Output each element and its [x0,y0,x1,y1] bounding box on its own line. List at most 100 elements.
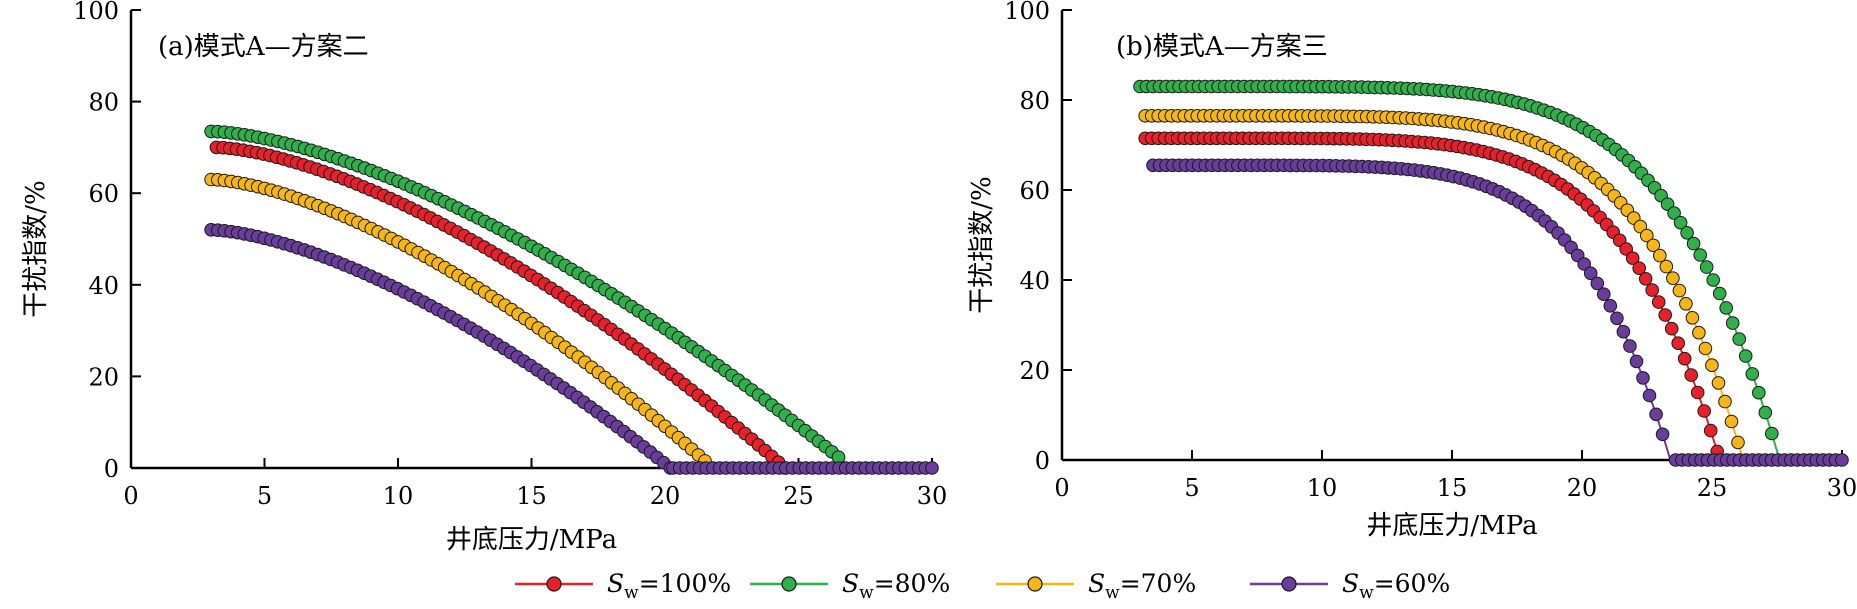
series-sw60 [1146,158,1672,461]
data-point [1731,435,1745,450]
data-point [1745,367,1760,381]
data-point [1706,273,1720,287]
x-tick-label: 25 [783,482,814,510]
data-point [1692,325,1706,340]
y-tick-label: 20 [88,363,119,391]
x-tick-label: 30 [917,482,948,510]
data-point [1724,414,1739,429]
panel-title: (a)模式A—方案二 [158,32,369,62]
legend-swatch-marker [781,576,797,592]
legend-label: Sw=80% [842,569,950,603]
series-sw100 [1138,131,1724,461]
legend-swatch-marker [1027,576,1043,592]
y-tick-label: 100 [73,0,119,25]
legend-label: Sw=70% [1088,569,1196,603]
legend-label: Sw=60% [1342,569,1450,603]
data-point [1732,332,1746,346]
data-point [1680,226,1694,240]
data-point [1725,316,1740,330]
series-line-sw80 [211,130,853,469]
data-point [1619,242,1633,256]
data-point [1651,295,1666,309]
y-tick-label: 80 [1019,87,1050,115]
series-sw70 [204,172,714,469]
data-point [925,461,939,475]
x-tick-label: 25 [1697,474,1728,502]
data-point [1672,283,1687,298]
data-point [1671,336,1685,351]
data-point [1642,388,1657,403]
data-point [1610,311,1624,326]
x-tick-label: 5 [257,482,272,510]
legend-subscript: w [1359,583,1374,603]
series-zero-tail [666,461,939,475]
data-point [1711,376,1726,390]
data-point [1597,287,1611,302]
data-point [1629,354,1644,369]
data-point [1658,308,1672,322]
data-point [1765,426,1779,441]
data-point [1646,238,1661,253]
legend-subscript: w [859,583,874,603]
legend-label: Sw=100% [607,569,731,603]
data-point [1699,260,1714,274]
legend: Sw=100% Sw=80% Sw=70% Sw=60% [515,569,1450,603]
data-point [1655,427,1670,442]
y-tick-label: 60 [1019,177,1050,205]
legend-entry-sw80: Sw=80% [750,569,950,603]
series-sw70 [1138,109,1745,461]
data-point [1583,266,1598,281]
data-point [1719,301,1733,315]
series-sw80 [204,124,853,469]
y-tick-label: 100 [1004,0,1050,25]
legend-value: =60% [1374,569,1451,598]
data-point [1703,423,1718,438]
y-tick-label: 80 [88,89,119,117]
x-tick-label: 10 [383,482,414,510]
x-axis-title: 井底压力/MPa [446,525,617,555]
x-tick-label: 10 [1307,474,1338,502]
legend-entry-sw100: Sw=100% [515,569,731,603]
legend-entry-sw70: Sw=70% [996,569,1196,603]
data-point [1679,297,1693,311]
data-point [1677,351,1692,366]
legend-entry-sw60: Sw=60% [1250,569,1450,603]
y-axis-title: 干扰指数/% [967,176,997,313]
data-point [1686,236,1701,251]
data-point [1603,299,1618,313]
x-tick-label: 15 [1437,474,1468,502]
data-point [1690,385,1705,400]
data-point [1632,261,1646,276]
data-point [1640,228,1654,243]
legend-value: =100% [639,569,731,598]
data-point [1738,349,1753,363]
data-point [1684,368,1698,382]
legend-value: =70% [1120,569,1197,598]
y-axis-title: 干扰指数/% [21,180,51,317]
series-sw100 [209,140,792,475]
x-tick-label: 15 [516,482,547,510]
data-point [1616,324,1631,339]
legend-subscript: w [1105,583,1120,603]
data-point [1667,206,1681,220]
data-point [1705,358,1719,373]
x-tick-label: 5 [1184,474,1199,502]
x-tick-label: 20 [650,482,681,510]
data-point [1664,321,1679,336]
data-point [1636,371,1650,385]
data-point [1835,453,1849,467]
legend-symbol: S [1342,569,1359,598]
data-point [1623,339,1637,353]
data-point [1718,394,1732,409]
panel-title: (b)模式A—方案三 [1116,32,1328,62]
y-tick-label: 20 [1019,357,1050,385]
x-tick-label: 0 [1054,474,1069,502]
data-point [1638,272,1653,286]
chart-panel-a: 0 5 10 15 20 25 30 0 20 40 60 80 100 井底压力/MPa 干扰指数/% (a… [21,0,947,555]
series-sw80 [1133,79,1781,461]
data-point [1693,248,1707,262]
legend-symbol: S [607,569,624,598]
data-point [1649,407,1663,422]
data-point [1685,311,1700,325]
